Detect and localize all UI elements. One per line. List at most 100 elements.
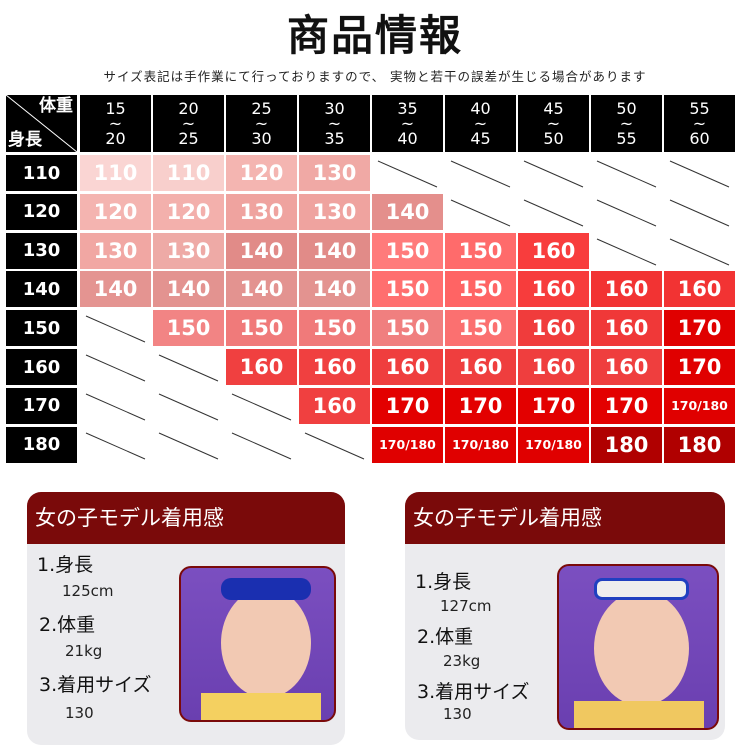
size-value: 160	[604, 277, 649, 302]
size-cell: 160	[445, 349, 516, 385]
model-photo	[557, 564, 719, 730]
corner-header: 体重 身長	[6, 95, 77, 152]
height-value: 150	[22, 317, 61, 339]
weight-max: 50	[543, 129, 564, 148]
size-value: 150	[385, 277, 430, 302]
size-cell: 170	[445, 387, 516, 424]
tilde: ~	[473, 114, 488, 133]
size-value: 130	[312, 199, 357, 224]
height-header: 110	[6, 155, 77, 191]
size-value: 120	[239, 161, 284, 185]
weight-max: 60	[689, 129, 710, 148]
size-value: 180	[677, 432, 722, 457]
tilde: ~	[692, 114, 707, 133]
size-value: 170	[531, 393, 576, 418]
height-value: 127cm	[440, 597, 492, 615]
model-card-1: 女の子モデル着用感 1.身長 125cm 2.体重 21kg 3.着用サイズ 1…	[27, 492, 345, 745]
size-value: 170/180	[452, 437, 509, 453]
weight-header: 20 ~25	[153, 95, 224, 152]
size-value: 170/180	[525, 437, 582, 453]
size-value: 160	[604, 316, 649, 341]
weight-header: 30 ~35	[299, 95, 370, 152]
tilde: ~	[327, 114, 342, 133]
size-value: 150	[312, 316, 357, 341]
size-cell: 140	[299, 232, 370, 269]
empty-cell	[80, 426, 151, 463]
model-card-header: 女の子モデル着用感	[405, 492, 725, 544]
weight-value: 21kg	[65, 642, 103, 660]
weight-max: 25	[178, 129, 199, 148]
size-value: 160	[312, 355, 357, 379]
weight-header: 35 ~40	[372, 95, 443, 152]
weight-min: 15	[105, 99, 126, 118]
size-cell: 120	[80, 193, 151, 230]
size-cell: 170	[664, 349, 735, 385]
size-cell: 170	[518, 387, 589, 424]
size-cell: 160	[591, 310, 662, 347]
size-cell: 130	[299, 155, 370, 191]
size-cell: 150	[445, 310, 516, 347]
size-value: 170	[677, 355, 722, 379]
size-value: 150	[458, 316, 503, 341]
size-value: 130	[443, 705, 472, 723]
empty-cell	[80, 349, 151, 385]
size-value: 150	[458, 277, 503, 302]
size-value: 160	[677, 277, 722, 302]
empty-cell	[664, 193, 735, 230]
size-cell: 170	[372, 387, 443, 424]
size-cell: 150	[445, 232, 516, 269]
height-value: 180	[22, 434, 61, 456]
size-value: 150	[166, 316, 211, 341]
size-value: 170	[604, 393, 649, 418]
empty-cell	[226, 387, 297, 424]
size-cell: 180	[664, 426, 735, 463]
size-value: 120	[166, 199, 211, 224]
size-cell: 130	[226, 193, 297, 230]
size-note: サイズ表記は手作業にて行っておりますので、 実物と若干の誤差が生じる場合がありま…	[103, 69, 647, 84]
size-cell: 140	[153, 271, 224, 308]
empty-cell	[226, 426, 297, 463]
weight-header: 50 ~55	[591, 95, 662, 152]
weight-header: 15 ~20	[80, 95, 151, 152]
size-cell: 120	[153, 193, 224, 230]
size-cell: 160	[518, 349, 589, 385]
height-header: 180	[6, 426, 77, 463]
size-cell: 170	[591, 387, 662, 424]
size-value: 130	[312, 161, 357, 185]
weight-header: 55 ~60	[664, 95, 735, 152]
size-value: 140	[312, 238, 357, 263]
height-value: 120	[22, 201, 61, 223]
tilde: ~	[108, 114, 123, 133]
height-label: 1.身長	[37, 554, 94, 576]
size-label: 3.着用サイズ	[417, 681, 530, 703]
size-value: 150	[385, 316, 430, 341]
size-value: 160	[312, 393, 357, 418]
size-value: 140	[239, 277, 284, 302]
weight-label: 2.体重	[39, 614, 96, 636]
tilde: ~	[546, 114, 561, 133]
page-title: 商品情報	[286, 11, 463, 60]
tilde: ~	[254, 114, 269, 133]
height-value: 125cm	[62, 582, 114, 600]
empty-cell	[591, 193, 662, 230]
model-card-2: 女の子モデル着用感 1.身長 127cm 2.体重 23kg 3.着用サイズ 1…	[405, 492, 725, 740]
size-cell: 170/180	[664, 387, 735, 424]
size-cell: 160	[299, 349, 370, 385]
size-cell: 160	[518, 310, 589, 347]
height-label: 1.身長	[415, 571, 472, 593]
empty-cell	[153, 387, 224, 424]
size-value: 130	[65, 704, 94, 722]
empty-cell	[445, 155, 516, 191]
height-value: 140	[22, 278, 61, 300]
empty-cell	[591, 155, 662, 191]
empty-cell	[445, 193, 516, 230]
size-cell: 140	[299, 271, 370, 308]
empty-cell	[664, 155, 735, 191]
weight-label: 2.体重	[417, 626, 474, 648]
weight-min: 50	[616, 99, 637, 118]
size-cell: 160	[226, 349, 297, 385]
weight-header: 25 ~30	[226, 95, 297, 152]
empty-cell	[153, 349, 224, 385]
size-cell: 150	[372, 310, 443, 347]
weight-axis-label: 体重	[39, 96, 73, 116]
